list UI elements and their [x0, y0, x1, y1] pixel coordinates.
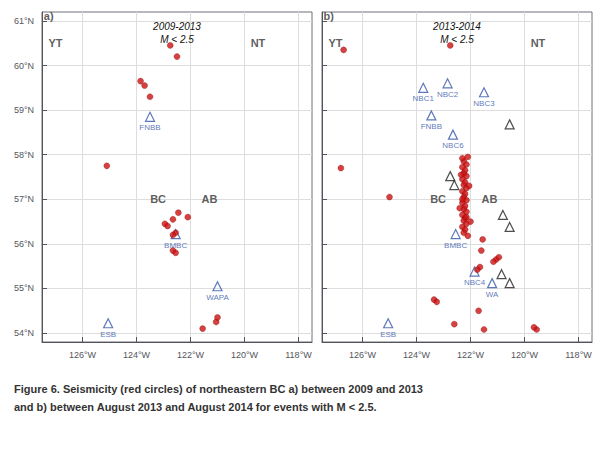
svg-text:BC: BC [150, 193, 166, 205]
svg-text:FNBB: FNBB [139, 123, 160, 132]
svg-text:NBC4: NBC4 [464, 278, 486, 287]
svg-text:NBC3: NBC3 [473, 99, 495, 108]
svg-text:57°N: 57°N [14, 194, 34, 204]
svg-text:BMBC: BMBC [164, 241, 187, 250]
svg-text:M < 2.5: M < 2.5 [440, 34, 474, 45]
svg-text:124°W: 124°W [123, 350, 151, 360]
svg-text:NT: NT [251, 37, 266, 49]
svg-text:YT: YT [48, 37, 62, 49]
svg-text:FNBB: FNBB [421, 122, 442, 131]
svg-text:122°W: 122°W [457, 350, 485, 360]
svg-text:61°N: 61°N [14, 16, 34, 26]
svg-text:AB: AB [201, 193, 217, 205]
svg-text:122°W: 122°W [177, 350, 205, 360]
svg-text:59°N: 59°N [14, 105, 34, 115]
svg-text:126°W: 126°W [69, 350, 97, 360]
svg-text:NBC1: NBC1 [413, 94, 435, 103]
svg-text:ESB: ESB [380, 330, 396, 339]
svg-text:120°W: 120°W [231, 350, 259, 360]
svg-text:and b) between August 2013 and: and b) between August 2013 and August 20… [14, 401, 377, 413]
svg-text:2013-2014: 2013-2014 [432, 21, 481, 32]
svg-text:a): a) [44, 10, 54, 22]
svg-text:Figure 6. Seismicity (red circ: Figure 6. Seismicity (red circles) of no… [14, 383, 423, 395]
svg-text:BMBC: BMBC [444, 241, 467, 250]
svg-text:NT: NT [531, 37, 546, 49]
svg-text:BC: BC [430, 193, 446, 205]
svg-text:60°N: 60°N [14, 61, 34, 71]
svg-text:WA: WA [486, 290, 499, 299]
svg-text:M < 2.5: M < 2.5 [160, 34, 194, 45]
svg-text:ESB: ESB [100, 330, 116, 339]
svg-text:YT: YT [328, 37, 342, 49]
svg-text:126°W: 126°W [349, 350, 377, 360]
svg-text:58°N: 58°N [14, 150, 34, 160]
svg-text:56°N: 56°N [14, 239, 34, 249]
svg-text:55°N: 55°N [14, 283, 34, 293]
svg-text:118°W: 118°W [565, 350, 592, 360]
svg-text:b): b) [324, 10, 335, 22]
svg-text:120°W: 120°W [511, 350, 539, 360]
svg-text:NBC2: NBC2 [437, 90, 459, 99]
svg-text:NBC6: NBC6 [442, 141, 464, 150]
svg-text:124°W: 124°W [403, 350, 431, 360]
svg-text:WAPA: WAPA [206, 293, 229, 302]
svg-text:54°N: 54°N [14, 328, 34, 338]
svg-text:118°W: 118°W [285, 350, 312, 360]
svg-text:AB: AB [481, 193, 497, 205]
svg-text:2009-2013: 2009-2013 [152, 21, 201, 32]
